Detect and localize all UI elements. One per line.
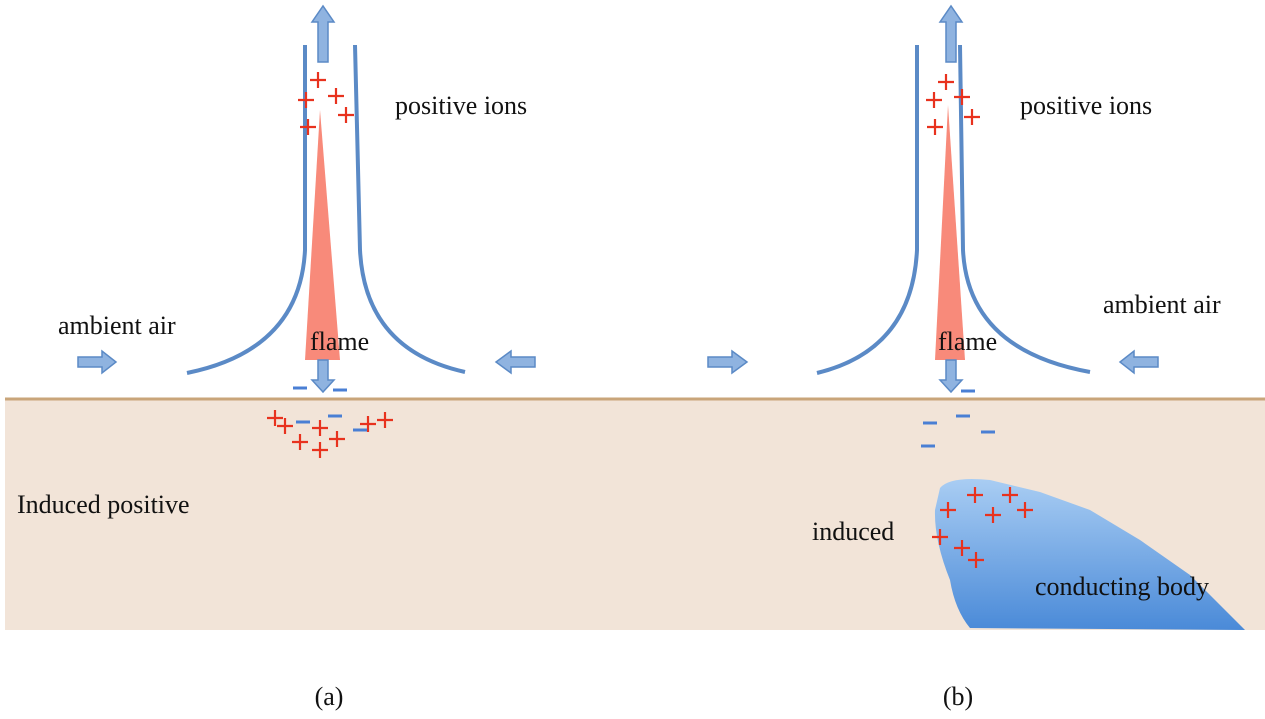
label: positive ions (395, 91, 527, 120)
caption: (a) (315, 682, 344, 711)
plus-sign (310, 72, 326, 88)
plus-sign (927, 119, 943, 135)
plus-sign (954, 89, 970, 105)
arrow-left (496, 351, 535, 373)
arrow-left (1120, 351, 1158, 373)
label: ambient air (58, 311, 176, 340)
plus-sign (298, 92, 314, 108)
label: conducting body (1035, 572, 1209, 601)
arrow-down (940, 360, 962, 392)
label: ambient air (1103, 290, 1221, 319)
plus-sign (926, 92, 942, 108)
arrow-down (312, 360, 334, 392)
arrow-right (78, 351, 116, 373)
diagram: positive ions ambient air flame Induced … (0, 0, 1265, 719)
chimney-left (817, 45, 917, 373)
plus-sign (338, 107, 354, 123)
caption: (b) (943, 682, 973, 711)
chimney-left (187, 45, 305, 373)
label: induced (812, 517, 894, 546)
plus-sign (328, 88, 344, 104)
plus-sign (300, 119, 316, 135)
arrow-up (312, 6, 334, 62)
label: flame (938, 327, 997, 356)
label: positive ions (1020, 91, 1152, 120)
plus-sign (964, 109, 980, 125)
label: Induced positive (17, 490, 190, 519)
plus-sign (938, 74, 954, 90)
label: flame (310, 327, 369, 356)
flame (305, 110, 340, 360)
arrow-right (708, 351, 747, 373)
